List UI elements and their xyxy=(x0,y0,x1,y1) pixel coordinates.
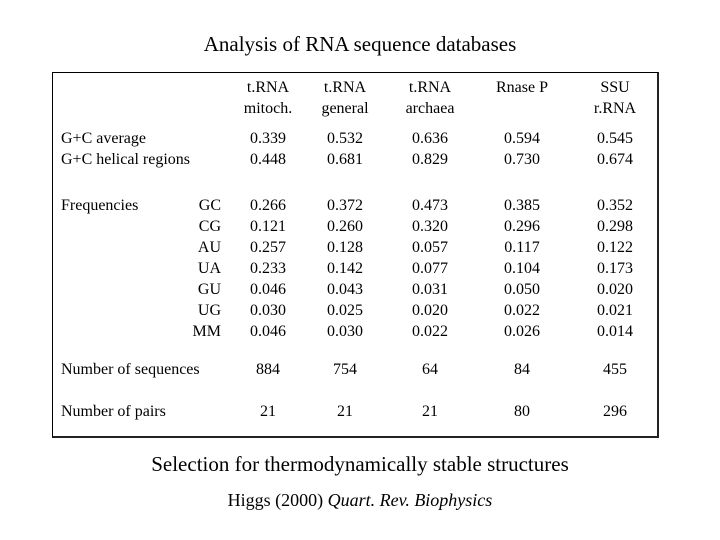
frequency-values: 0.266 0.121 0.257 0.233 0.046 0.030 0.04… xyxy=(250,197,286,340)
citation: Higgs (2000) Quart. Rev. Biophysics xyxy=(0,490,720,511)
num-pairs-value: 80 xyxy=(514,403,530,420)
citation-journal: Quart. Rev. Biophysics xyxy=(327,490,493,510)
citation-author: Higgs (2000) xyxy=(227,490,328,510)
num-sequences-value: 64 xyxy=(422,361,438,378)
frequencies-label: Frequencies xyxy=(61,197,139,214)
num-pairs-value: 21 xyxy=(260,403,276,420)
num-pairs-label: Number of pairs xyxy=(61,403,166,420)
num-sequences-value: 754 xyxy=(333,361,357,378)
frequency-values: 0.473 0.320 0.057 0.077 0.031 0.020 0.02… xyxy=(412,197,448,340)
num-sequences-value: 455 xyxy=(603,361,627,378)
column-header: SSU r.RNA xyxy=(593,79,637,117)
gc-row-labels: G+C average G+C helical regions xyxy=(61,130,190,168)
gc-values: 0.545 0.674 xyxy=(597,130,633,168)
rna-data-table: t.RNA mitoch. t.RNA general t.RNA archae… xyxy=(52,72,659,438)
num-sequences-value: 884 xyxy=(256,361,280,378)
num-sequences-label: Number of sequences xyxy=(61,361,200,378)
num-pairs-value: 21 xyxy=(422,403,438,420)
column-header: t.RNA mitoch. xyxy=(243,79,293,117)
column-header: t.RNA general xyxy=(321,79,369,117)
footer-heading: Selection for thermodynamically stable s… xyxy=(151,452,569,476)
gc-values: 0.636 0.829 xyxy=(412,130,448,168)
column-header: t.RNA archaea xyxy=(405,79,455,117)
frequency-values: 0.352 0.298 0.122 0.173 0.020 0.021 0.01… xyxy=(597,197,633,340)
gc-values: 0.532 0.681 xyxy=(327,130,363,168)
num-sequences-value: 84 xyxy=(514,361,530,378)
column-header: Rnase P xyxy=(496,79,548,96)
frequency-values: 0.372 0.260 0.128 0.142 0.043 0.025 0.03… xyxy=(327,197,363,340)
num-pairs-value: 296 xyxy=(603,403,627,420)
gc-values: 0.594 0.730 xyxy=(504,130,540,168)
slide-title: Analysis of RNA sequence databases xyxy=(203,32,517,56)
num-pairs-value: 21 xyxy=(337,403,353,420)
gc-values: 0.339 0.448 xyxy=(250,130,286,168)
frequency-values: 0.385 0.296 0.117 0.104 0.050 0.022 0.02… xyxy=(504,197,540,340)
base-pair-labels: GC CG AU UA GU UG MM xyxy=(192,197,221,340)
